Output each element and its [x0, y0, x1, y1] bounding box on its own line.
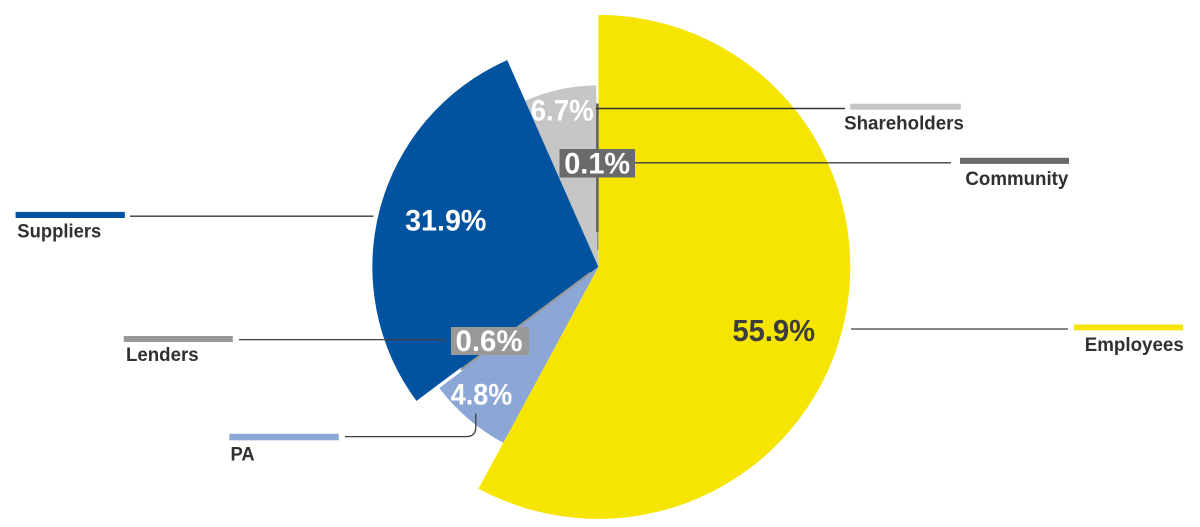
svg-text:Shareholders: Shareholders — [844, 113, 964, 135]
svg-text:0.1%: 0.1% — [564, 147, 630, 180]
svg-text:55.9%: 55.9% — [733, 313, 816, 348]
svg-text:PA: PA — [231, 444, 255, 466]
svg-text:31.9%: 31.9% — [405, 204, 486, 237]
svg-text:Employees: Employees — [1085, 334, 1184, 356]
svg-text:Community: Community — [965, 168, 1068, 190]
svg-text:Lenders: Lenders — [126, 344, 199, 366]
svg-text:4.8%: 4.8% — [451, 379, 513, 412]
svg-text:6.7%: 6.7% — [531, 94, 594, 127]
svg-text:0.6%: 0.6% — [456, 325, 523, 358]
svg-text:Suppliers: Suppliers — [17, 220, 101, 242]
